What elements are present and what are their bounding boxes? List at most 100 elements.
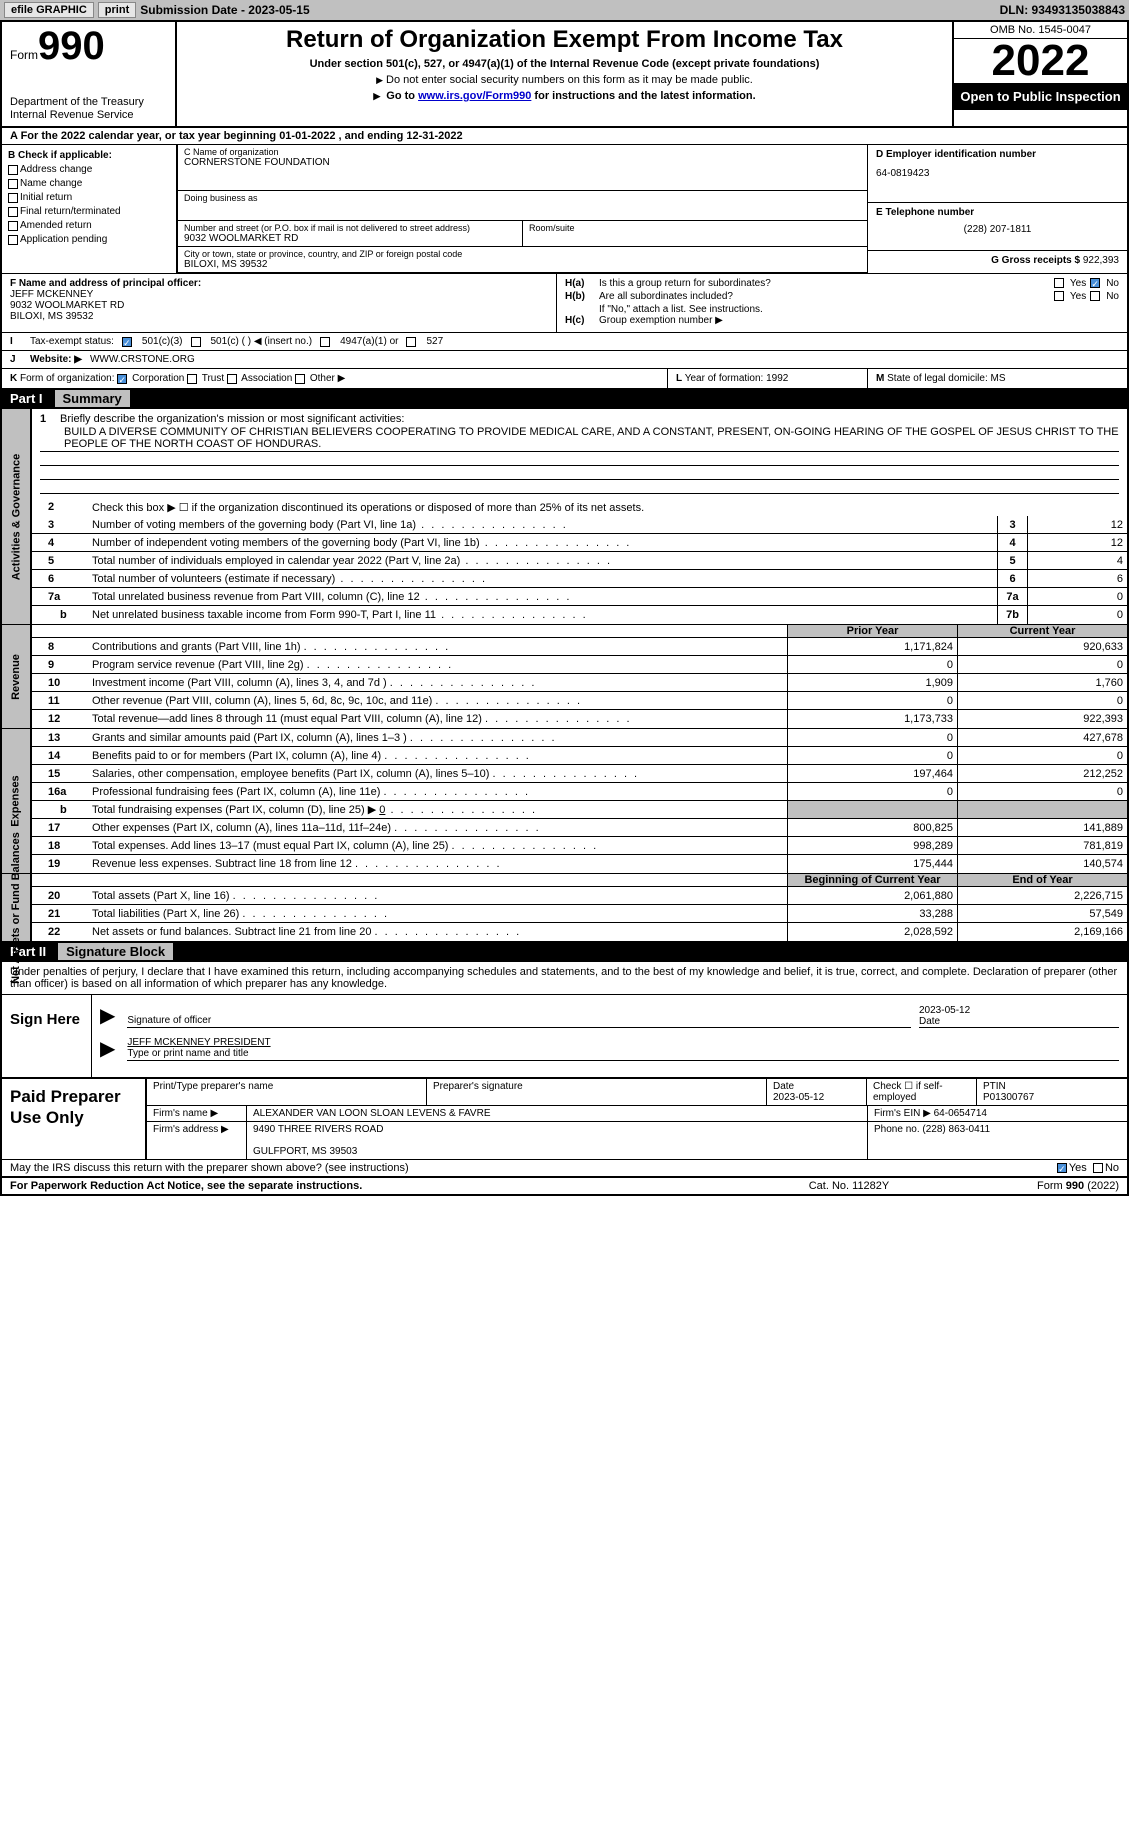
- dln: DLN: 93493135038843: [1000, 3, 1125, 17]
- firm-addr2: GULFPORT, MS 39503: [253, 1146, 357, 1157]
- cb-other[interactable]: [295, 374, 305, 384]
- line-box-val: 0: [1027, 606, 1127, 624]
- line-box-val: 6: [1027, 570, 1127, 587]
- top-toolbar: efile GRAPHIC print Submission Date - 20…: [0, 0, 1129, 20]
- identity-block: B Check if applicable: Address change Na…: [2, 144, 1127, 273]
- firm-name-lbl: Firm's name ▶: [147, 1106, 247, 1121]
- triangle-icon: ▶: [100, 1036, 115, 1061]
- print-button[interactable]: print: [98, 2, 136, 18]
- org-name-label: C Name of organization: [184, 147, 861, 157]
- cb-address-change[interactable]: Address change: [8, 163, 170, 177]
- prior-year-val: 33,288: [787, 905, 957, 922]
- street-label: Number and street (or P.O. box if mail i…: [184, 223, 516, 233]
- cb-amended-return[interactable]: Amended return: [8, 219, 170, 233]
- line-text: Salaries, other compensation, employee b…: [88, 766, 787, 782]
- form-number: 990: [38, 24, 105, 68]
- gross-receipts: 922,393: [1083, 255, 1119, 266]
- cb-4947[interactable]: [320, 337, 330, 347]
- line-text: Other revenue (Part VIII, column (A), li…: [88, 693, 787, 709]
- summary-line: 16a Professional fundraising fees (Part …: [32, 783, 1127, 801]
- part2-header: Part II Signature Block: [2, 941, 1127, 962]
- header-right: OMB No. 1545-0047 2022 Open to Public In…: [952, 22, 1127, 126]
- current-year-val: 2,169,166: [957, 923, 1127, 941]
- line-box-val: 4: [1027, 552, 1127, 569]
- mission-label: Briefly describe the organization's miss…: [60, 413, 404, 425]
- line-box-num: 7a: [997, 588, 1027, 605]
- summary-line: 9 Program service revenue (Part VIII, li…: [32, 656, 1127, 674]
- prior-year-val: 2,028,592: [787, 923, 957, 941]
- hb-label: H(b): [565, 291, 599, 302]
- dba-label: Doing business as: [184, 193, 861, 203]
- row-k-l-m: K Form of organization: Corporation Trus…: [2, 368, 1127, 388]
- summary-line: 3 Number of voting members of the govern…: [32, 516, 1127, 534]
- city: BILOXI, MS 39532: [184, 259, 861, 270]
- street: 9032 WOOLMARKET RD: [184, 233, 516, 244]
- summary-line: 11 Other revenue (Part VIII, column (A),…: [32, 692, 1127, 710]
- summary-line: 13 Grants and similar amounts paid (Part…: [32, 729, 1127, 747]
- line-text: Net assets or fund balances. Subtract li…: [88, 924, 787, 940]
- hc-label: H(c): [565, 315, 599, 326]
- col-b-header: B Check if applicable:: [8, 149, 170, 163]
- ha-yes-cb[interactable]: [1054, 278, 1064, 288]
- eoy-hdr: End of Year: [957, 874, 1127, 886]
- current-year-val: 922,393: [957, 710, 1127, 728]
- prior-year-val: 0: [787, 729, 957, 746]
- line-box-num: 6: [997, 570, 1027, 587]
- website-url: WWW.CRSTONE.ORG: [90, 354, 195, 365]
- summary-line: b Net unrelated business taxable income …: [32, 606, 1127, 624]
- preparer-label: Paid Preparer Use Only: [2, 1079, 147, 1159]
- line-text: Total liabilities (Part X, line 26): [88, 906, 787, 922]
- summary-line: 19 Revenue less expenses. Subtract line …: [32, 855, 1127, 873]
- officer-name: JEFF MCKENNEY: [10, 289, 548, 300]
- current-year-val: 1,760: [957, 674, 1127, 691]
- current-year-val: 920,633: [957, 638, 1127, 655]
- header-left: Form990 Department of the Treasury Inter…: [2, 22, 177, 126]
- irs-link[interactable]: www.irs.gov/Form990: [418, 90, 531, 102]
- revenue-side-label: Revenue: [2, 625, 32, 728]
- cb-final-return[interactable]: Final return/terminated: [8, 205, 170, 219]
- governance-section: Activities & Governance 1Briefly describ…: [2, 409, 1127, 625]
- summary-line: 5 Total number of individuals employed i…: [32, 552, 1127, 570]
- discuss-yes-cb[interactable]: [1057, 1163, 1067, 1173]
- part1-title: Summary: [55, 390, 130, 407]
- ha-no-cb[interactable]: [1090, 278, 1100, 288]
- prior-year-val: 998,289: [787, 837, 957, 854]
- form-link-row: Go to www.irs.gov/Form990 for instructio…: [185, 90, 944, 102]
- line-text: Total revenue—add lines 8 through 11 (mu…: [88, 711, 787, 727]
- cb-association[interactable]: [227, 374, 237, 384]
- l-label: L: [676, 373, 682, 384]
- col-h-group: H(a) Is this a group return for subordin…: [557, 274, 1127, 332]
- hb-yes-cb[interactable]: [1054, 291, 1064, 301]
- sign-here-label: Sign Here: [2, 995, 92, 1077]
- line-text: Grants and similar amounts paid (Part IX…: [88, 730, 787, 746]
- cb-application-pending[interactable]: Application pending: [8, 233, 170, 247]
- prior-year-val: 197,464: [787, 765, 957, 782]
- col-c-org-info: C Name of organization CORNERSTONE FOUND…: [177, 145, 867, 273]
- prep-name-hdr: Print/Type preparer's name: [147, 1079, 427, 1105]
- row-j-website: J Website: ▶ WWW.CRSTONE.ORG: [2, 350, 1127, 368]
- summary-line: 12 Total revenue—add lines 8 through 11 …: [32, 710, 1127, 728]
- mission-block: 1Briefly describe the organization's mis…: [32, 409, 1127, 498]
- prep-sig-hdr: Preparer's signature: [427, 1079, 767, 1105]
- summary-line: 18 Total expenses. Add lines 13–17 (must…: [32, 837, 1127, 855]
- line-box-num: 3: [997, 516, 1027, 533]
- summary-line: b Total fundraising expenses (Part IX, c…: [32, 801, 1127, 819]
- cb-name-change[interactable]: Name change: [8, 177, 170, 191]
- line-text: Number of independent voting members of …: [88, 535, 997, 551]
- form-header: Form990 Department of the Treasury Inter…: [2, 22, 1127, 128]
- hb-no-cb[interactable]: [1090, 291, 1100, 301]
- m-text: State of legal domicile:: [887, 373, 988, 384]
- cb-initial-return[interactable]: Initial return: [8, 191, 170, 205]
- cb-501c3[interactable]: [122, 337, 132, 347]
- prior-year-val: 175,444: [787, 855, 957, 873]
- firm-addr1: 9490 THREE RIVERS ROAD: [253, 1124, 383, 1135]
- discuss-row: May the IRS discuss this return with the…: [2, 1159, 1127, 1176]
- prep-date: 2023-05-12: [773, 1092, 824, 1103]
- paperwork-notice: For Paperwork Reduction Act Notice, see …: [10, 1180, 759, 1192]
- cb-501c[interactable]: [191, 337, 201, 347]
- cb-corporation[interactable]: [117, 374, 127, 384]
- cb-527[interactable]: [406, 337, 416, 347]
- cb-trust[interactable]: [187, 374, 197, 384]
- open-inspection: Open to Public Inspection: [954, 83, 1127, 110]
- discuss-no-cb[interactable]: [1093, 1163, 1103, 1173]
